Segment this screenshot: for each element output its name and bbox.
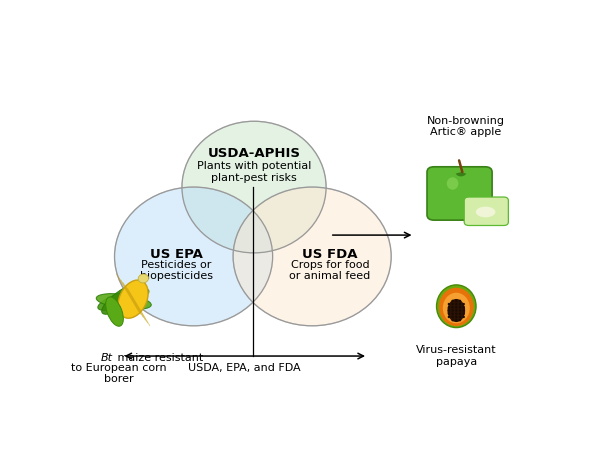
Wedge shape [456, 172, 466, 176]
Ellipse shape [459, 309, 461, 312]
Text: borer: borer [104, 374, 134, 384]
Ellipse shape [459, 300, 461, 302]
Text: Virus-resistant
papaya: Virus-resistant papaya [416, 345, 497, 367]
Ellipse shape [463, 303, 465, 305]
Ellipse shape [455, 303, 457, 305]
Ellipse shape [463, 312, 465, 315]
Text: Pesticides or
biopesticides: Pesticides or biopesticides [140, 260, 213, 281]
Ellipse shape [455, 316, 457, 318]
Ellipse shape [451, 316, 454, 318]
Ellipse shape [459, 312, 461, 315]
Ellipse shape [463, 309, 465, 312]
Ellipse shape [455, 312, 457, 315]
Ellipse shape [115, 187, 272, 326]
Ellipse shape [101, 282, 143, 314]
Ellipse shape [98, 288, 149, 310]
Ellipse shape [138, 274, 149, 283]
Ellipse shape [448, 306, 450, 309]
Text: Plants with potential
plant-pest risks: Plants with potential plant-pest risks [197, 161, 311, 183]
Ellipse shape [233, 187, 391, 326]
Text: Bt: Bt [101, 353, 113, 363]
Ellipse shape [448, 316, 450, 318]
Ellipse shape [476, 207, 496, 217]
Ellipse shape [448, 303, 450, 305]
Text: USDA-APHIS: USDA-APHIS [208, 147, 301, 160]
Ellipse shape [455, 306, 457, 309]
Ellipse shape [459, 316, 461, 318]
Text: Non-browning
Artic® apple: Non-browning Artic® apple [427, 116, 505, 137]
Text: USDA, EPA, and FDA: USDA, EPA, and FDA [188, 364, 301, 373]
Ellipse shape [182, 121, 326, 253]
Text: maize resistant: maize resistant [114, 353, 203, 363]
Ellipse shape [451, 312, 454, 315]
Text: to European corn: to European corn [71, 364, 167, 373]
Ellipse shape [106, 297, 124, 326]
Ellipse shape [118, 280, 148, 318]
Ellipse shape [459, 303, 461, 305]
FancyBboxPatch shape [427, 167, 492, 220]
Ellipse shape [455, 319, 457, 322]
Text: US FDA: US FDA [302, 248, 358, 261]
Ellipse shape [447, 177, 458, 190]
Ellipse shape [443, 293, 470, 323]
Ellipse shape [451, 306, 454, 309]
Ellipse shape [455, 309, 457, 312]
Ellipse shape [463, 316, 465, 318]
Ellipse shape [451, 309, 454, 312]
Ellipse shape [448, 299, 465, 322]
Ellipse shape [463, 306, 465, 309]
Text: US EPA: US EPA [150, 248, 203, 261]
Ellipse shape [459, 319, 461, 322]
Text: Crops for food
or animal feed: Crops for food or animal feed [289, 260, 370, 281]
Ellipse shape [451, 319, 454, 322]
Ellipse shape [439, 288, 474, 326]
Ellipse shape [96, 293, 151, 310]
Ellipse shape [455, 300, 457, 302]
Ellipse shape [448, 309, 450, 312]
Ellipse shape [451, 303, 454, 305]
Ellipse shape [451, 300, 454, 302]
Ellipse shape [459, 306, 461, 309]
FancyBboxPatch shape [464, 197, 508, 225]
Ellipse shape [448, 312, 450, 315]
Ellipse shape [437, 285, 476, 328]
